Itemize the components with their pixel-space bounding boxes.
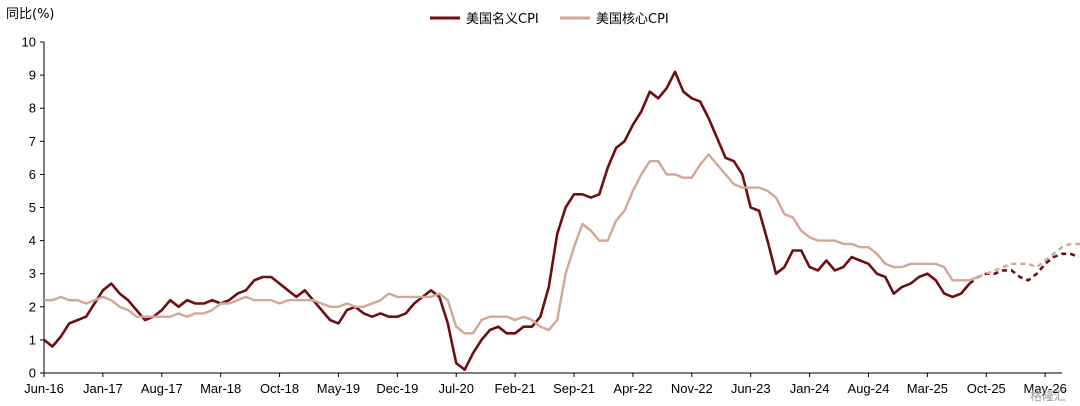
x-tick-label: May-19 — [317, 381, 360, 396]
legend: 美国名义CPI 美国核心CPI — [430, 11, 669, 27]
x-tick-label: Dec-19 — [376, 381, 418, 396]
x-tick-label: Jul-20 — [439, 381, 474, 396]
series-line-core-cpi — [44, 153, 979, 335]
y-tick-label: 4 — [29, 233, 36, 248]
y-tick-label: 10 — [22, 35, 36, 50]
x-tick-label: May-26 — [1023, 381, 1066, 396]
x-tick-label: Nov-22 — [671, 381, 713, 396]
series-layer — [43, 70, 1080, 371]
y-tick-label: 0 — [29, 366, 36, 381]
y-tick-label: 9 — [29, 68, 36, 83]
x-tick-label: Aug-17 — [141, 381, 183, 396]
y-tick-label: 5 — [29, 200, 36, 215]
x-tick-label: Oct-18 — [260, 381, 299, 396]
x-tick-label: Mar-25 — [907, 381, 948, 396]
forecast-line-core-cpi — [977, 242, 1080, 279]
y-tick-label: 7 — [29, 134, 36, 149]
legend-label-headline-cpi: 美国名义CPI — [466, 11, 539, 27]
forecast-line-headline-cpi — [968, 252, 1080, 285]
x-tick-label: Jun-16 — [24, 381, 64, 396]
x-tick-label: Jun-23 — [731, 381, 771, 396]
x-tick-label: Jan-24 — [790, 381, 830, 396]
x-tick-label: Mar-18 — [200, 381, 241, 396]
y-tick-label: 1 — [29, 332, 36, 347]
x-tick-label: Oct-25 — [967, 381, 1006, 396]
watermark-text: 格隆汇 — [1030, 388, 1066, 403]
y-tick-label: 2 — [29, 299, 36, 314]
axes: 0 1 2 3 4 5 6 7 8 9 10 Jun-16 Jan-17 Aug-17 Mar-18 Oct-… — [22, 35, 1067, 397]
y-axis-unit-label: 同比(%) — [6, 7, 55, 22]
y-tick-label: 3 — [29, 266, 36, 281]
legend-label-core-cpi: 美国核心CPI — [596, 12, 669, 27]
y-tick-label: 6 — [29, 167, 36, 182]
x-tick-label: Apr-22 — [613, 381, 652, 396]
x-tick-label: Aug-24 — [848, 381, 890, 396]
x-tick-label: Jan-17 — [83, 381, 123, 396]
x-tick-label: Feb-21 — [495, 381, 536, 396]
legend-item-headline-cpi[interactable]: 美国名义CPI — [430, 11, 539, 27]
series-line-headline-cpi — [43, 70, 971, 371]
legend-item-core-cpi[interactable]: 美国核心CPI — [560, 12, 669, 27]
x-tick-label: Sep-21 — [553, 381, 595, 396]
y-tick-label: 8 — [29, 101, 36, 116]
